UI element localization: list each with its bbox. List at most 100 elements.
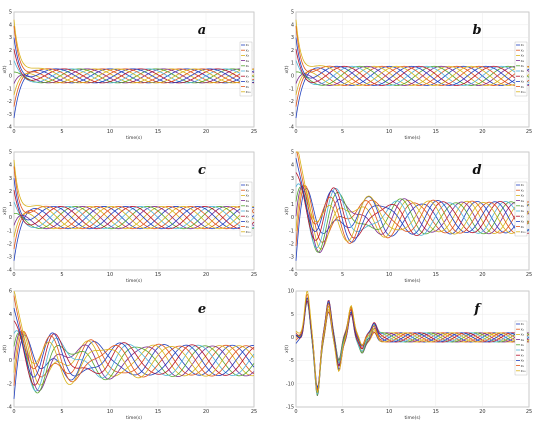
- x-tick-label: 10: [386, 129, 392, 135]
- series-line-3: [13, 68, 255, 96]
- x-tick-label: 20: [479, 129, 485, 135]
- y-tick-label: -1: [7, 86, 12, 92]
- y-tick-label: 4: [291, 22, 294, 28]
- plot-area: [295, 151, 530, 271]
- y-axis-label: x(t): [2, 345, 8, 353]
- x-tick-label: 10: [107, 129, 113, 135]
- x-tick-label: 15: [155, 409, 161, 415]
- x-tick-label: 25: [251, 409, 257, 415]
- legend-entry: x₁: [521, 183, 525, 187]
- legend-entry: x₇: [521, 353, 525, 357]
- y-tick-label: 3: [9, 35, 12, 41]
- chart-panel-d: 0 5 10 15 20 25-4-3-2-1012345time(s)x(t)x₁x₂x…: [284, 150, 532, 284]
- y-tick-label: 4: [9, 163, 12, 169]
- y-tick-label: 5: [291, 10, 294, 16]
- x-tick-label: 5: [341, 409, 344, 415]
- legend-entry: x₇: [246, 214, 250, 218]
- legend-entry: x₁: [246, 183, 250, 187]
- legend-entry: x₇: [521, 74, 525, 78]
- chart-panel-c: 0 5 10 15 20 25-4-3-2-1012345time(s)x(t)x₁x₂x…: [2, 150, 257, 284]
- y-tick-label: -2: [289, 99, 294, 105]
- legend-entry: x₄: [521, 59, 525, 63]
- y-axis-label: x(t): [2, 207, 8, 215]
- legend-entry: x₈: [521, 359, 525, 363]
- legend-entry: x₃: [246, 54, 250, 58]
- y-tick-label: 2: [9, 189, 12, 195]
- y-tick-label: -2: [289, 241, 294, 247]
- y-tick-label: -4: [7, 125, 12, 131]
- legend-entry: x₂: [246, 188, 250, 192]
- y-tick-label: 0: [9, 358, 12, 364]
- y-tick-label: 3: [291, 176, 294, 182]
- x-tick-label: 5: [60, 129, 63, 135]
- legend-entry: x₄: [246, 59, 250, 63]
- y-tick-label: -4: [289, 125, 294, 131]
- series-line-2: [13, 206, 255, 250]
- series-line-10: [295, 291, 530, 393]
- legend-entry: x₃: [521, 333, 525, 337]
- plot-area: [295, 11, 530, 128]
- panel-label-f: f: [473, 302, 482, 317]
- y-tick-label: 0: [291, 73, 294, 79]
- legend-entry: x₄: [521, 338, 525, 342]
- series-line-4: [295, 186, 530, 254]
- legend-entry: x₉: [521, 364, 525, 368]
- legend-entry: x₉: [521, 85, 525, 89]
- y-tick-label: 5: [9, 10, 12, 16]
- legend-entry: x₂: [246, 48, 250, 52]
- legend-entry: x₅: [246, 204, 250, 208]
- series-line-8: [13, 178, 255, 230]
- series-line-3: [13, 206, 255, 238]
- chart-panel-e: 0 5 10 15 20 25 -4 -2 0 2 4 6 time(s) x(t) e: [2, 289, 257, 421]
- y-tick-label: 0: [291, 215, 294, 221]
- legend-entry: x₅: [521, 64, 525, 68]
- legend-entry: x₁₀: [521, 369, 526, 373]
- legend-entry: x₈: [246, 220, 250, 224]
- y-tick-label: 1: [9, 202, 12, 208]
- x-tick-label: 15: [155, 272, 161, 278]
- legend-entry: x₈: [521, 220, 525, 224]
- series-line-3: [13, 330, 255, 386]
- y-tick-label: 5: [291, 312, 294, 318]
- chart-panel-a: 0 5 10 15 20 25-4-3-2-1012345time(s)x(t)x₁x₂x…: [2, 10, 257, 141]
- x-tick-label: 5: [341, 272, 344, 278]
- x-axis-label: time(s): [404, 278, 420, 284]
- series-line-9: [13, 295, 255, 383]
- series-line-8: [295, 37, 530, 86]
- series-line-8: [13, 307, 255, 378]
- y-tick-label: 2: [291, 189, 294, 195]
- x-tick-label: 10: [107, 409, 113, 415]
- legend-entry: x₁₀: [521, 90, 526, 94]
- series-line-8: [13, 37, 255, 84]
- legend-entry: x₂: [521, 327, 525, 331]
- series-line-3: [295, 184, 530, 250]
- series-line-4: [13, 68, 255, 84]
- x-tick-label: 5: [341, 129, 344, 135]
- legend-entry: x₆: [246, 69, 250, 73]
- legend-entry: x₃: [521, 54, 525, 58]
- x-tick-label: 0: [294, 409, 297, 415]
- y-tick-label: 2: [9, 335, 12, 341]
- y-tick-label: -10: [286, 381, 294, 387]
- series-line-5: [13, 206, 255, 230]
- x-axis-label: time(s): [126, 278, 142, 284]
- series-line-10: [13, 290, 255, 386]
- y-tick-label: -2: [7, 99, 12, 105]
- series-line-5: [295, 186, 530, 253]
- panel-label-e: e: [198, 302, 206, 317]
- panel-label-b: b: [472, 23, 481, 38]
- x-tick-label: 0: [294, 272, 297, 278]
- x-tick-label: 20: [203, 272, 209, 278]
- y-tick-label: -5: [289, 358, 294, 364]
- legend-entry: x₂: [521, 48, 525, 52]
- series-line-9: [295, 26, 530, 86]
- legend-entry: x₅: [521, 204, 525, 208]
- series-line-10: [13, 19, 255, 84]
- legend-entry: x₅: [521, 343, 525, 347]
- legend-entry: x₄: [246, 199, 250, 203]
- x-tick-label: 10: [386, 272, 392, 278]
- legend-entry: x₉: [246, 85, 250, 89]
